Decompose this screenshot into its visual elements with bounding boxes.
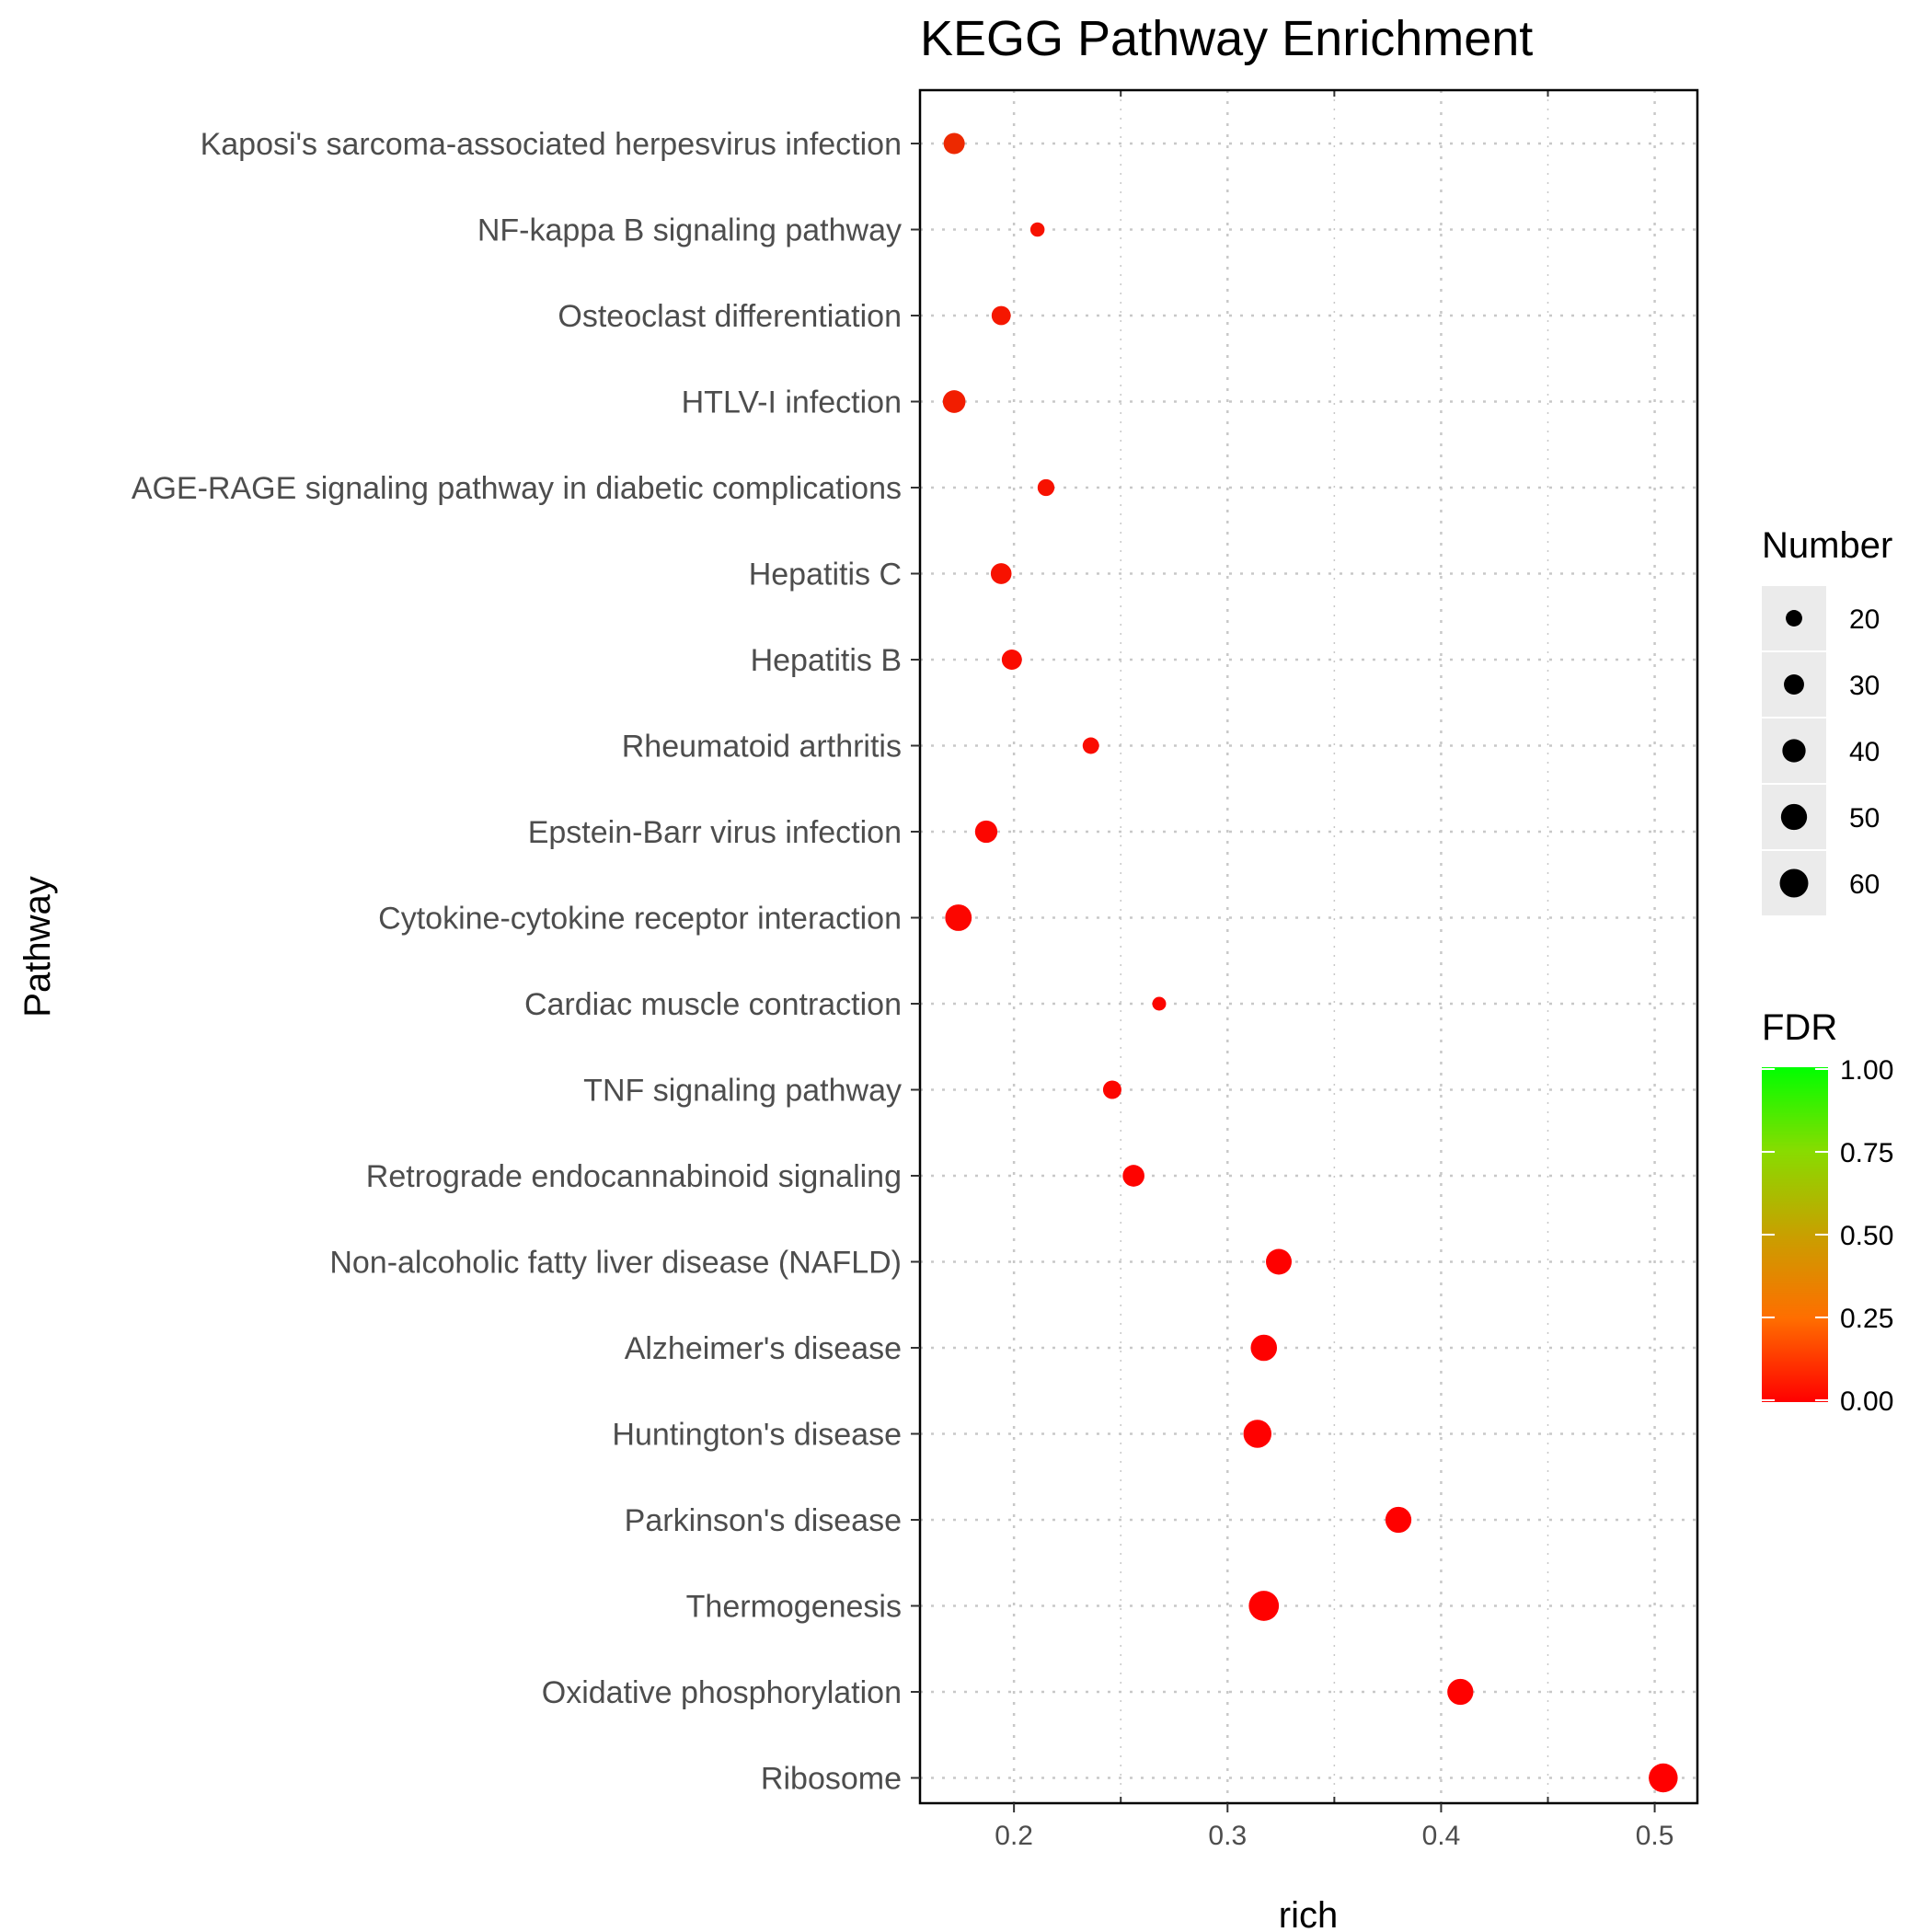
legend-fdr-label: 0.75 (1840, 1138, 1893, 1168)
plot-border (918, 88, 1699, 1805)
x-tick-label: 0.4 (1422, 1821, 1461, 1851)
y-tick-label-kaposi-s-sarcoma-associated-herpesvirus-infection: Kaposi's sarcoma-associated herpesvirus … (201, 127, 902, 162)
legend-number-key-20 (1786, 610, 1802, 627)
point-ribosome (1649, 1763, 1678, 1793)
legend-number-keys: 20 30 40 50 60 (1762, 586, 1880, 915)
y-tick-label-cytokine-cytokine-receptor-interaction: Cytokine-cytokine receptor interaction (378, 902, 902, 937)
point-tnf-signaling-pathway (1102, 1080, 1121, 1099)
y-tick-label-ribosome: Ribosome (761, 1762, 902, 1797)
legend-number-key-40 (1782, 739, 1806, 763)
point-cardiac-muscle-contraction (1152, 996, 1167, 1011)
point-alzheimer-s-disease (1250, 1334, 1278, 1362)
plot-panel (918, 88, 1699, 1805)
point-kaposi-s-sarcoma-associated-herpesvirus-infection (943, 132, 965, 155)
legend-number-key-30 (1784, 674, 1804, 695)
point-osteoclast-differentiation (991, 305, 1011, 326)
point-age-rage-signaling-pathway-in-diabetic-complications (1037, 478, 1055, 497)
y-tick-label-age-rage-signaling-pathway-in-diabetic-complications: AGE-RAGE signaling pathway in diabetic c… (132, 471, 902, 506)
x-tick-label: 0.2 (995, 1821, 1033, 1851)
point-oxidative-phosphorylation (1447, 1678, 1474, 1706)
legend-number-title: Number (1762, 525, 1892, 566)
y-tick-label-hepatitis-c: Hepatitis C (749, 558, 902, 592)
y-axis-title: Pathway (17, 876, 58, 1017)
legend-fdr-label: 1.00 (1840, 1055, 1893, 1086)
legend-fdr-ticks: 0.00 0.25 0.50 0.75 1.00 (1762, 1055, 1893, 1417)
point-non-alcoholic-fatty-liver-disease-nafld (1266, 1248, 1292, 1275)
legend-number-label: 20 (1849, 604, 1880, 635)
point-htlv-i-infection (942, 390, 966, 413)
point-thermogenesis (1248, 1591, 1280, 1621)
y-tick-label-osteoclast-differentiation: Osteoclast differentiation (558, 299, 902, 334)
legend-fdr-label: 0.25 (1840, 1304, 1893, 1334)
point-hepatitis-b (1001, 650, 1022, 670)
plot-background (920, 90, 1697, 1803)
x-axis: 0.2 0.3 0.4 0.5 (995, 1803, 1673, 1851)
legend-number-label: 40 (1849, 737, 1880, 767)
x-gridlines (1012, 90, 1656, 1803)
point-rheumatoid-arthritis (1082, 737, 1099, 754)
y-tick-label-parkinson-s-disease: Parkinson's disease (625, 1503, 902, 1538)
legend-fdr-label: 0.00 (1840, 1386, 1893, 1417)
legend-fdr-label: 0.50 (1840, 1221, 1893, 1251)
y-tick-label-thermogenesis: Thermogenesis (686, 1590, 902, 1625)
legend-number: Number 20 30 40 50 60 (1762, 525, 1892, 915)
point-hepatitis-c (990, 563, 1012, 584)
legend-number-label: 60 (1849, 869, 1880, 900)
data-points (942, 132, 1678, 1793)
y-tick-label-hepatitis-b: Hepatitis B (751, 643, 902, 678)
x-axis-title: rich (1279, 1895, 1338, 1932)
legend-number-key-60 (1779, 868, 1809, 898)
y-axis: Kaposi's sarcoma-associated herpesvirus … (132, 127, 920, 1797)
point-cytokine-cytokine-receptor-interaction (945, 904, 972, 931)
legend-number-label: 50 (1849, 803, 1880, 834)
point-nf-kappa-b-signaling-pathway (1029, 222, 1045, 237)
point-retrograde-endocannabinoid-signaling (1122, 1165, 1144, 1187)
y-tick-label-htlv-i-infection: HTLV-I infection (682, 385, 902, 420)
y-tick-label-huntington-s-disease: Huntington's disease (612, 1418, 902, 1453)
y-tick-label-cardiac-muscle-contraction: Cardiac muscle contraction (524, 987, 902, 1022)
y-tick-label-rheumatoid-arthritis: Rheumatoid arthritis (622, 730, 902, 765)
legend-number-label: 30 (1849, 671, 1880, 701)
y-tick-label-epstein-barr-virus-infection: Epstein-Barr virus infection (528, 815, 902, 850)
y-gridlines (920, 142, 1697, 1779)
point-huntington-s-disease (1243, 1420, 1272, 1448)
y-tick-label-non-alcoholic-fatty-liver-disease-nafld: Non-alcoholic fatty liver disease (NAFLD… (329, 1246, 902, 1281)
point-epstein-barr-virus-infection (974, 820, 998, 844)
legend-fdr: FDR 0.00 0.25 0.50 0.75 1.00 (1762, 1007, 1893, 1417)
x-tick-label: 0.3 (1208, 1821, 1247, 1851)
chart-title: KEGG Pathway Enrichment (920, 11, 1533, 66)
x-tick-label: 0.5 (1636, 1821, 1674, 1851)
y-tick-label-alzheimer-s-disease: Alzheimer's disease (625, 1331, 902, 1366)
point-parkinson-s-disease (1385, 1506, 1412, 1534)
legend-number-key-50 (1780, 803, 1808, 831)
y-tick-label-oxidative-phosphorylation: Oxidative phosphorylation (542, 1675, 902, 1710)
y-tick-label-retrograde-endocannabinoid-signaling: Retrograde endocannabinoid signaling (366, 1159, 902, 1194)
legend-fdr-title: FDR (1762, 1007, 1837, 1048)
y-tick-label-tnf-signaling-pathway: TNF signaling pathway (583, 1074, 902, 1109)
y-tick-label-nf-kappa-b-signaling-pathway: NF-kappa B signaling pathway (477, 213, 902, 248)
